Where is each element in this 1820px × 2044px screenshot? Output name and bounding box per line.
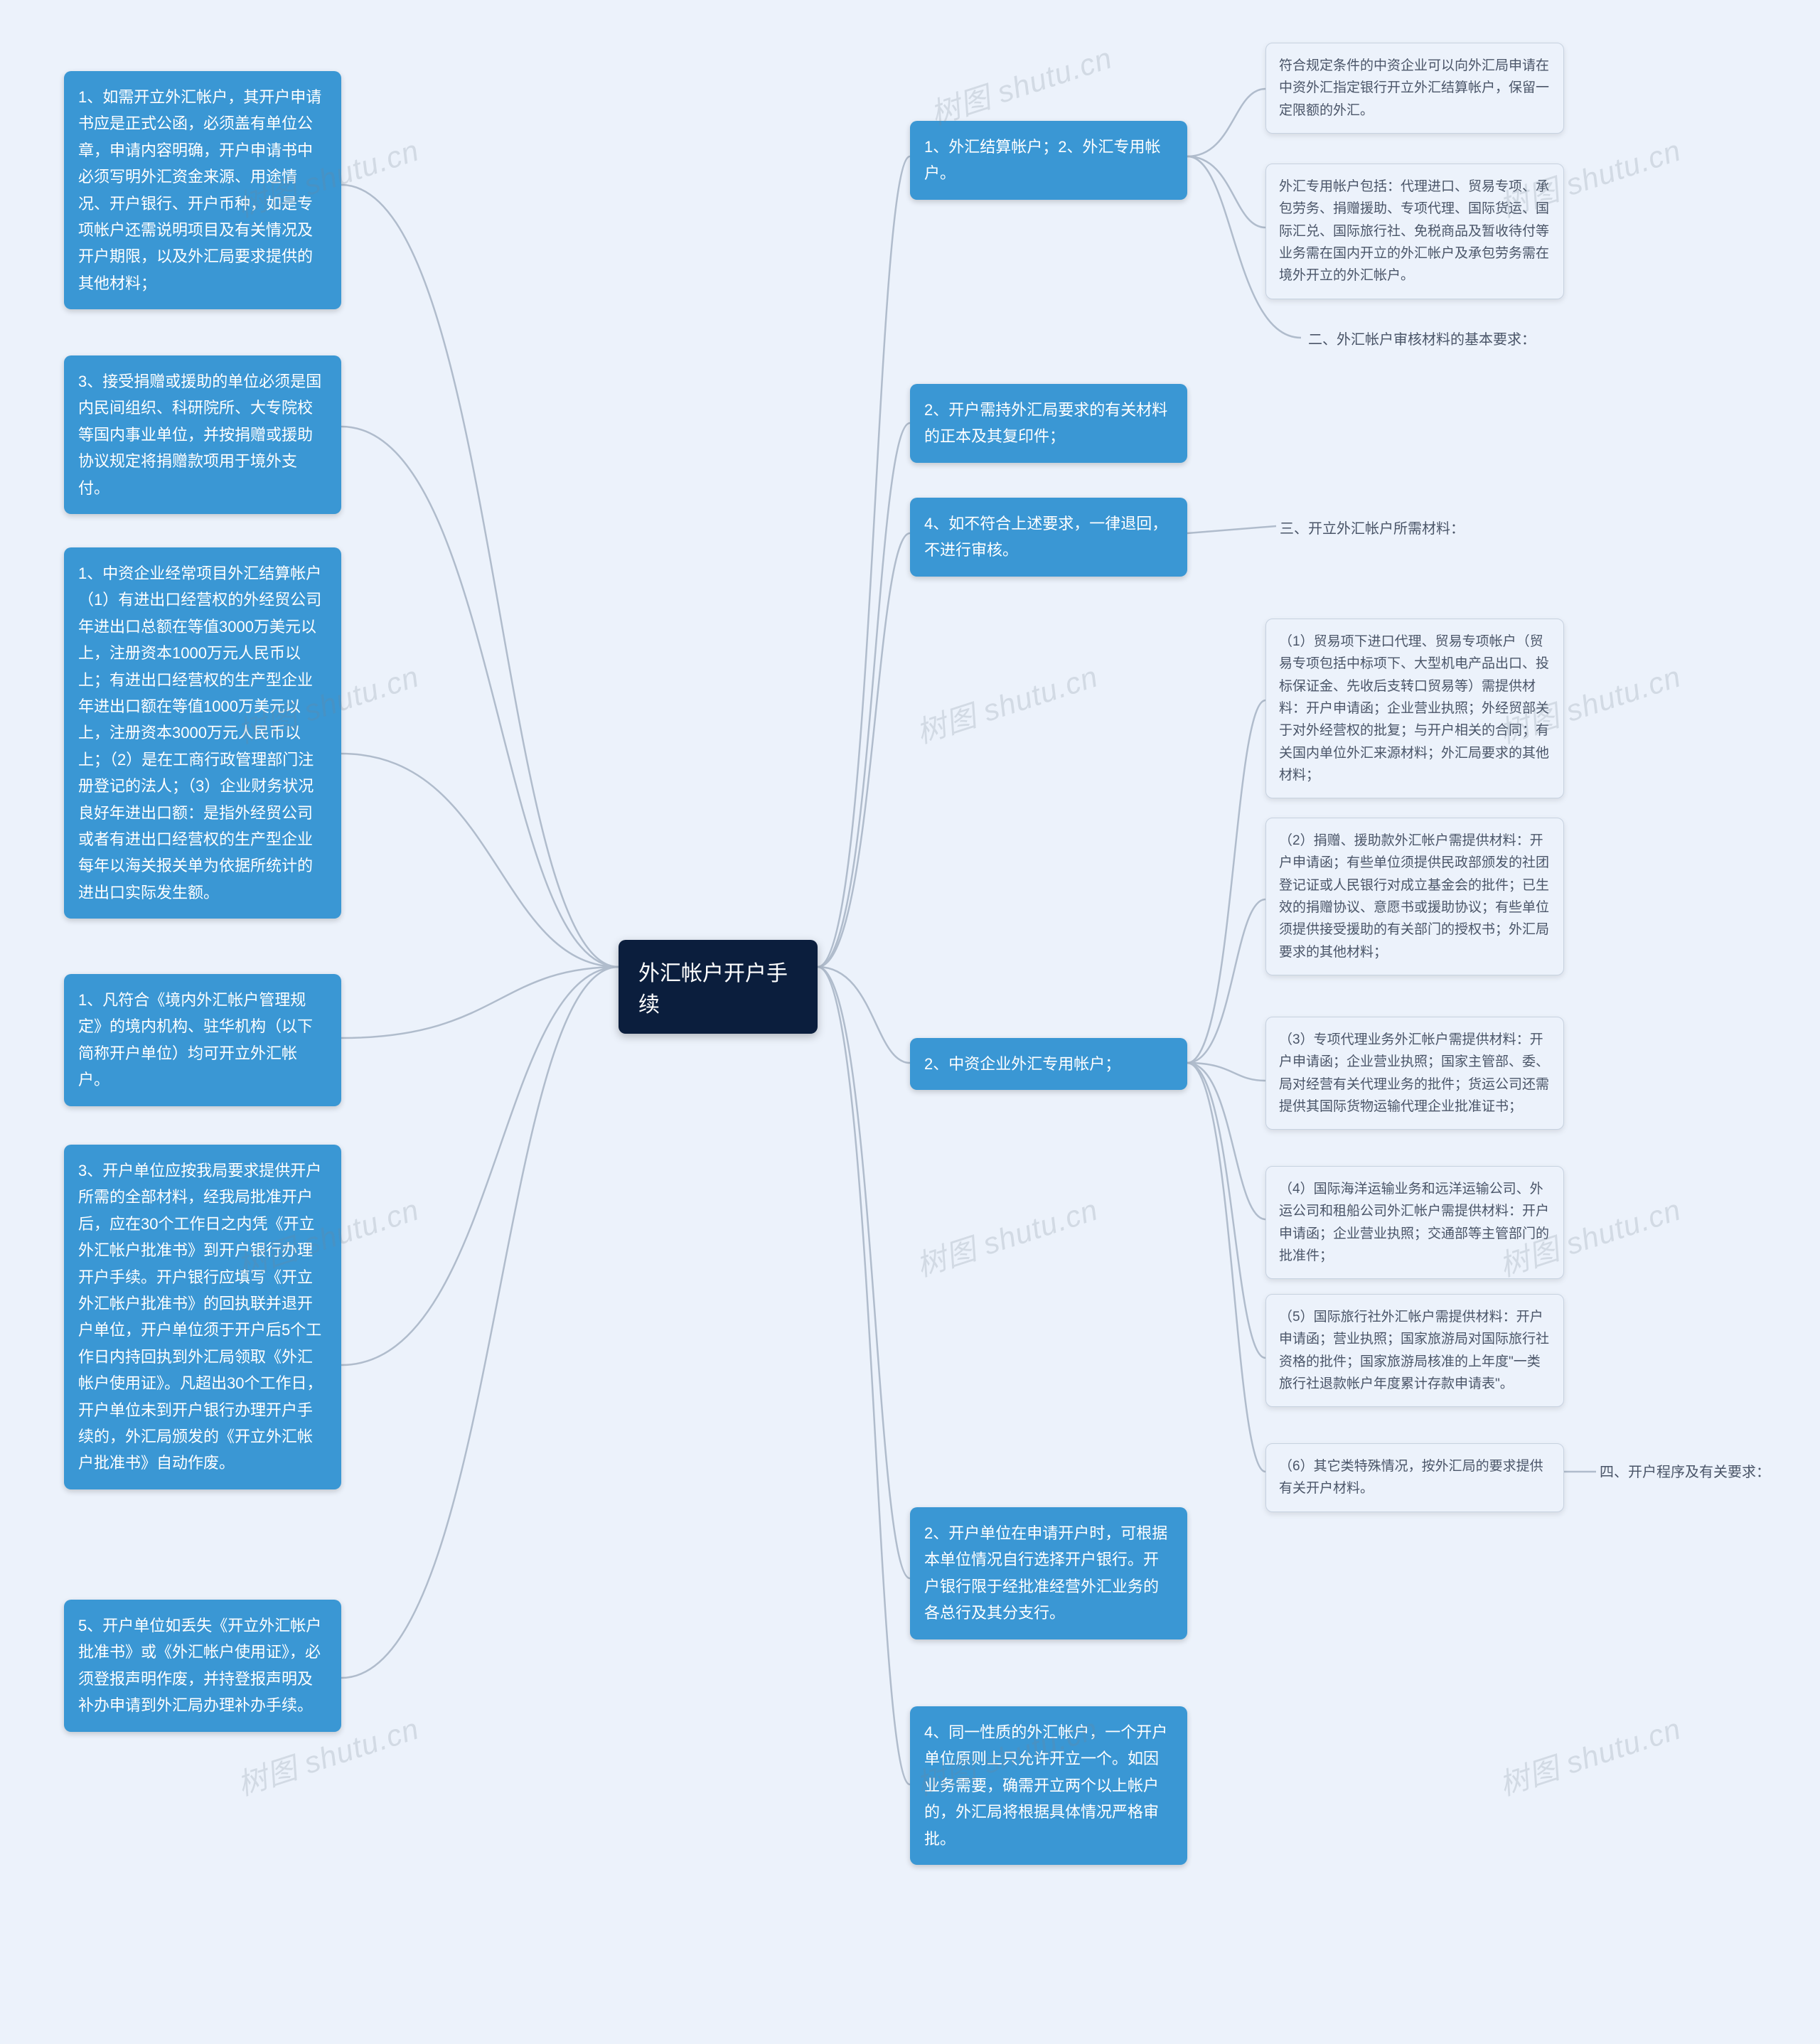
annotation-2: 三、开立外汇帐户所需材料：	[1280, 518, 1465, 540]
grey-box-3-text: （1）贸易项下进口代理、贸易专项帐户（贸易专项包括中标项下、大型机电产品出口、投…	[1279, 634, 1549, 783]
watermark-text: 树图 shutu.cn	[1493, 1705, 1686, 1804]
right-node-5: 2、开户单位在申请开户时，可根据本单位情况自行选择开户银行。开户银行限于经批准经…	[910, 1507, 1187, 1639]
left-node-3-text: 1、中资企业经常项目外汇结算帐户（1）有进出口经营权的外经贸公司年进出口总额在等…	[78, 564, 321, 901]
right-node-2-text: 2、开户需持外汇局要求的有关材料的正本及其复印件；	[924, 401, 1167, 445]
left-node-2: 3、接受捐赠或援助的单位必须是国内民间组织、科研院所、大专院校等国内事业单位，并…	[64, 355, 341, 514]
left-node-2-text: 3、接受捐赠或援助的单位必须是国内民间组织、科研院所、大专院校等国内事业单位，并…	[78, 373, 321, 497]
right-node-6: 4、同一性质的外汇帐户，一个开户单位原则上只允许开立一个。如因业务需要，确需开立…	[910, 1706, 1187, 1865]
left-node-6: 5、开户单位如丢失《开立外汇帐户批准书》或《外汇帐户使用证》，必须登报声明作废，…	[64, 1600, 341, 1732]
grey-box-8: （6）其它类特殊情况，按外汇局的要求提供有关开户材料。	[1265, 1443, 1564, 1512]
right-node-4-text: 2、中资企业外汇专用帐户；	[924, 1055, 1120, 1073]
right-node-3: 4、如不符合上述要求，一律退回，不进行审核。	[910, 498, 1187, 577]
right-node-5-text: 2、开户单位在申请开户时，可根据本单位情况自行选择开户银行。开户银行限于经批准经…	[924, 1524, 1167, 1622]
left-node-1-text: 1、如需开立外汇帐户，其开户申请书应是正式公函，必须盖有单位公章，申请内容明确，…	[78, 88, 321, 292]
grey-box-3: （1）贸易项下进口代理、贸易专项帐户（贸易专项包括中标项下、大型机电产品出口、投…	[1265, 619, 1564, 798]
left-node-4: 1、凡符合《境内外汇帐户管理规定》的境内机构、驻华机构（以下简称开户单位）均可开…	[64, 974, 341, 1106]
annotation-3-text: 四、开户程序及有关要求：	[1600, 1465, 1770, 1480]
grey-box-2-text: 外汇专用帐户包括：代理进口、贸易专项、承包劳务、捐赠援助、专项代理、国际货运、国…	[1279, 179, 1549, 283]
grey-box-5-text: （3）专项代理业务外汇帐户需提供材料：开户申请函；企业营业执照；国家主管部、委、…	[1279, 1032, 1549, 1114]
annotation-1-text: 二、外汇帐户审核材料的基本要求：	[1308, 332, 1536, 348]
grey-box-6: （4）国际海洋运输业务和远洋运输公司、外运公司和租船公司外汇帐户需提供材料：开户…	[1265, 1166, 1564, 1279]
left-node-4-text: 1、凡符合《境内外汇帐户管理规定》的境内机构、驻华机构（以下简称开户单位）均可开…	[78, 991, 313, 1088]
left-node-6-text: 5、开户单位如丢失《开立外汇帐户批准书》或《外汇帐户使用证》，必须登报声明作废，…	[78, 1617, 321, 1714]
watermark-text: 树图 shutu.cn	[924, 34, 1117, 134]
grey-box-1-text: 符合规定条件的中资企业可以向外汇局申请在中资外汇指定银行开立外汇结算帐户，保留一…	[1279, 58, 1549, 118]
center-text: 外汇帐户开户手续	[638, 962, 788, 1017]
grey-box-1: 符合规定条件的中资企业可以向外汇局申请在中资外汇指定银行开立外汇结算帐户，保留一…	[1265, 43, 1564, 134]
grey-box-4-text: （2）捐赠、援助款外汇帐户需提供材料：开户申请函；有些单位须提供民政部颁发的社团…	[1279, 833, 1549, 960]
left-node-5-text: 3、开户单位应按我局要求提供开户所需的全部材料，经我局批准开户后，应在30个工作…	[78, 1162, 322, 1472]
grey-box-2: 外汇专用帐户包括：代理进口、贸易专项、承包劳务、捐赠援助、专项代理、国际货运、国…	[1265, 164, 1564, 299]
annotation-1: 二、外汇帐户审核材料的基本要求：	[1308, 328, 1536, 351]
grey-box-5: （3）专项代理业务外汇帐户需提供材料：开户申请函；企业营业执照；国家主管部、委、…	[1265, 1017, 1564, 1130]
left-node-3: 1、中资企业经常项目外汇结算帐户（1）有进出口经营权的外经贸公司年进出口总额在等…	[64, 547, 341, 919]
annotation-3: 四、开户程序及有关要求：	[1600, 1461, 1770, 1484]
grey-box-7-text: （5）国际旅行社外汇帐户需提供材料：开户申请函；营业执照；国家旅游局对国际旅行社…	[1279, 1310, 1549, 1391]
right-node-6-text: 4、同一性质的外汇帐户，一个开户单位原则上只允许开立一个。如因业务需要，确需开立…	[924, 1723, 1167, 1848]
grey-box-4: （2）捐赠、援助款外汇帐户需提供材料：开户申请函；有些单位须提供民政部颁发的社团…	[1265, 818, 1564, 975]
left-node-1: 1、如需开立外汇帐户，其开户申请书应是正式公函，必须盖有单位公章，申请内容明确，…	[64, 71, 341, 309]
center-node: 外汇帐户开户手续	[619, 940, 818, 1034]
annotation-2-text: 三、开立外汇帐户所需材料：	[1280, 521, 1465, 537]
grey-box-7: （5）国际旅行社外汇帐户需提供材料：开户申请函；营业执照；国家旅游局对国际旅行社…	[1265, 1294, 1564, 1407]
right-node-3-text: 4、如不符合上述要求，一律退回，不进行审核。	[924, 515, 1167, 559]
right-node-1-text: 1、外汇结算帐户；2、外汇专用帐户。	[924, 138, 1160, 182]
grey-box-8-text: （6）其它类特殊情况，按外汇局的要求提供有关开户材料。	[1279, 1459, 1543, 1496]
right-node-2: 2、开户需持外汇局要求的有关材料的正本及其复印件；	[910, 384, 1187, 463]
right-node-4: 2、中资企业外汇专用帐户；	[910, 1038, 1187, 1090]
grey-box-6-text: （4）国际海洋运输业务和远洋运输公司、外运公司和租船公司外汇帐户需提供材料：开户…	[1279, 1182, 1549, 1263]
left-node-5: 3、开户单位应按我局要求提供开户所需的全部材料，经我局批准开户后，应在30个工作…	[64, 1145, 341, 1489]
watermark-text: 树图 shutu.cn	[910, 653, 1103, 752]
watermark-text: 树图 shutu.cn	[910, 1186, 1103, 1285]
right-node-1: 1、外汇结算帐户；2、外汇专用帐户。	[910, 121, 1187, 200]
